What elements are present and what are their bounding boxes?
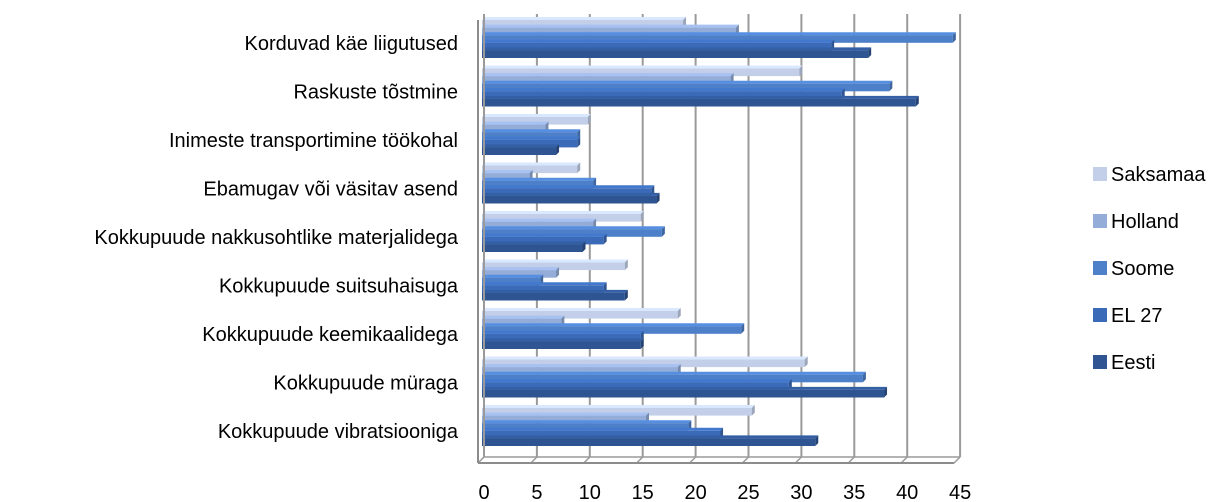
category-label-kokkupuude-muraga: Kokkupuude müraga	[273, 373, 458, 395]
bar-saksamaa-raskuste-tostmine	[482, 65, 803, 77]
bar-holland-kokkupuude-suitsuhaisuga	[482, 267, 560, 278]
x-tick-label: 25	[737, 482, 759, 502]
category-label-kokkupuude-nakkusohtlike-materjalidega: Kokkupuude nakkusohtlike materjalidega	[94, 227, 458, 249]
bars	[482, 17, 956, 446]
bar-el-27-inimeste-transportimine-tookohal	[482, 136, 581, 148]
legend-swatch-eesti	[1093, 355, 1107, 369]
bar-saksamaa-ebamugav-voi-vasitav-asend	[482, 162, 581, 174]
bar-saksamaa-kokkupuude-muraga	[482, 356, 808, 368]
x-tick-label: 35	[843, 482, 865, 502]
bar-soome-kokkupuude-nakkusohtlike-materjalidega	[482, 226, 665, 237]
bar-eesti-raskuste-tostmine	[482, 95, 919, 107]
tick-labels: 0 5 10 15 20 25 30 35 40 45	[478, 482, 971, 502]
bar-eesti-inimeste-transportimine-tookohal	[482, 144, 560, 155]
bar-eesti-kokkupuude-nakkusohtlike-materjalidega	[482, 241, 586, 252]
bar-eesti-korduvad-kae-liigutused	[482, 47, 872, 58]
category-label-inimeste-transportimine-tookohal: Inimeste transportimine töökohal	[169, 130, 458, 152]
bar-eesti-kokkupuude-keemikaalidega	[482, 338, 644, 349]
gridline-floor	[953, 456, 961, 464]
bar-soome-kokkupuude-keemikaalidega	[482, 323, 745, 334]
bar-saksamaa-kokkupuude-vibratsiooniga	[482, 405, 755, 416]
bar-holland-ebamugav-voi-vasitav-asend	[482, 170, 533, 181]
legend-label-soome: Soome	[1111, 258, 1174, 280]
legend-label-saksamaa: Saksamaa	[1111, 164, 1206, 186]
x-tick-label: 0	[478, 482, 489, 502]
bar-soome-korduvad-kae-liigutused	[482, 32, 956, 43]
legend-swatch-el-27	[1093, 308, 1107, 322]
legend-swatch-soome	[1093, 261, 1107, 275]
bar-eesti-kokkupuude-vibratsiooniga	[482, 435, 819, 446]
legend-swatch-saksamaa	[1093, 167, 1107, 181]
bar-el-27-kokkupuude-nakkusohtlike-materjalidega	[482, 233, 607, 245]
category-label-kokkupuude-vibratsiooniga: Kokkupuude vibratsiooniga	[218, 421, 459, 443]
bar-eesti-kokkupuude-suitsuhaisuga	[482, 289, 628, 301]
x-tick-label: 45	[949, 482, 971, 502]
bar-saksamaa-inimeste-transportimine-tookohal	[482, 114, 591, 125]
category-label-korduvad-kae-liigutused: Korduvad käe liigutused	[245, 33, 458, 55]
category-label-kokkupuude-suitsuhaisuga: Kokkupuude suitsuhaisuga	[219, 276, 459, 298]
legend-label-el-27: EL 27	[1111, 305, 1163, 327]
x-tick-label: 15	[632, 482, 654, 502]
category-label-ebamugav-voi-vasitav-asend: Ebamugav või väsitav asend	[203, 179, 458, 201]
category-label-kokkupuude-keemikaalidega: Kokkupuude keemikaalidega	[202, 324, 459, 346]
legend-label-holland: Holland	[1111, 211, 1179, 233]
x-tick-label: 20	[684, 482, 706, 502]
legend-swatch-holland	[1093, 214, 1107, 228]
bar-soome-raskuste-tostmine	[482, 80, 893, 92]
x-tick-label: 30	[790, 482, 812, 502]
bar-eesti-kokkupuude-muraga	[482, 386, 888, 398]
category-label-raskuste-tostmine: Raskuste tõstmine	[293, 82, 458, 104]
x-tick-label: 10	[579, 482, 601, 502]
bar-saksamaa-kokkupuude-nakkusohtlike-materjalidega	[482, 211, 644, 222]
bar-soome-kokkupuude-muraga	[482, 371, 866, 383]
bar-saksamaa-kokkupuude-keemikaalidega	[482, 308, 681, 319]
bar-saksamaa-kokkupuude-suitsuhaisuga	[482, 259, 628, 271]
bar-eesti-ebamugav-voi-vasitav-asend	[482, 192, 660, 204]
x-tick-label: 40	[896, 482, 918, 502]
x-tick-label: 5	[531, 482, 542, 502]
legend: Saksamaa Holland Soome EL 27 Eesti	[1093, 164, 1206, 374]
legend-label-eesti: Eesti	[1111, 352, 1155, 374]
axes	[477, 14, 961, 464]
category-labels: Korduvad käe liigutused Raskuste tõstmine…	[94, 33, 458, 443]
